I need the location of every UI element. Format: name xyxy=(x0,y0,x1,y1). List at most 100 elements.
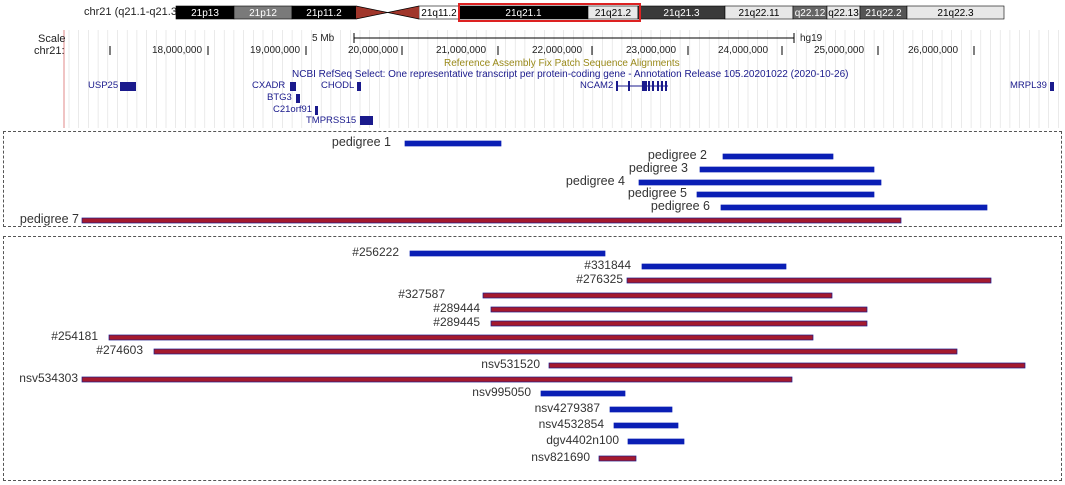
gene-glyph xyxy=(290,82,296,91)
pedigree-bar xyxy=(722,153,834,160)
cnv-bar xyxy=(613,422,679,429)
gene-exon xyxy=(642,81,647,91)
pedigree-bar xyxy=(696,191,875,198)
cnv-bar xyxy=(609,406,673,413)
cnv-bar xyxy=(627,438,685,445)
ideogram-band-label: 21p12 xyxy=(249,8,277,19)
gene-btg3[interactable]: BTG3 xyxy=(267,92,292,103)
pedigree-label: pedigree 4 xyxy=(565,174,625,188)
pedigree-label: pedigree 1 xyxy=(331,135,391,149)
ideogram-band-label: 21q21.3 xyxy=(663,8,700,19)
pedigree-label: pedigree 2 xyxy=(647,148,707,162)
cnv-label: nsv821690 xyxy=(531,450,590,464)
gene-cxadr[interactable]: CXADR xyxy=(252,80,286,91)
cnv-label: #256222 xyxy=(352,245,399,259)
cnv-label: nsv995050 xyxy=(472,385,531,399)
cnv-label: nsv4279387 xyxy=(534,401,600,415)
gene-glyph xyxy=(357,82,361,91)
position-tick-label: 25,000,000 xyxy=(814,45,865,56)
position-tick-label: 19,000,000 xyxy=(250,45,301,56)
gene-glyph xyxy=(1050,82,1054,91)
cnv-bar xyxy=(598,455,637,462)
cnv-label: nsv4532854 xyxy=(538,417,604,431)
cnv-bar xyxy=(641,263,787,270)
ideogram-band-label: 21q21.2 xyxy=(595,8,632,19)
chr-position-label: chr21: xyxy=(34,45,65,57)
pedigree-bar xyxy=(638,179,882,186)
scale-label: Scale xyxy=(38,33,66,45)
cnv-label: #276325 xyxy=(576,272,623,286)
chromosome-ideogram[interactable]: 21p13 21p12 21p11.2 21q11.2 21q21.1 21q21.2 21… xyxy=(0,0,1065,28)
cnv-bar xyxy=(108,334,814,341)
cnv-label: #327587 xyxy=(398,287,445,301)
gene-chodl[interactable]: CHODL xyxy=(321,80,355,91)
pedigree-bar xyxy=(404,140,502,147)
pedigree-label: pedigree 5 xyxy=(627,186,687,200)
current-region-highlight xyxy=(458,3,641,22)
pedigree-panel xyxy=(3,131,1062,227)
cnv-bar xyxy=(490,306,868,313)
gene-usp25[interactable]: USP25 xyxy=(88,80,119,91)
gene-exon xyxy=(665,81,667,91)
gene-glyph xyxy=(315,106,318,115)
position-tick-label: 22,000,000 xyxy=(532,45,583,56)
gene-exon xyxy=(652,81,654,91)
gene-tmprss15[interactable]: TMPRSS15 xyxy=(306,115,357,126)
ideogram-band xyxy=(906,5,1005,20)
pedigree-label: pedigree 3 xyxy=(628,161,688,175)
chrom-label: chr21 (q21.1-q21.3) xyxy=(84,6,181,18)
gene-glyph xyxy=(120,82,136,91)
ideogram-band-label: 21q22.3 xyxy=(937,8,974,19)
fix-patch-track-title: Reference Assembly Fix Patch Sequence Al… xyxy=(444,58,680,69)
position-tick-label: 18,000,000 xyxy=(152,45,203,56)
gene-exon xyxy=(657,81,659,91)
cnv-label: #274603 xyxy=(96,343,143,357)
cnv-panel xyxy=(3,236,1062,481)
cnv-label: #289444 xyxy=(433,301,480,315)
cnv-label: #289445 xyxy=(433,315,480,329)
gene-mrpl39[interactable]: MRPL39 xyxy=(1010,80,1047,91)
cnv-label: dgv4402n100 xyxy=(546,433,619,447)
ideogram-band-label: q22.13 xyxy=(828,8,859,19)
cnv-bar xyxy=(490,320,868,327)
ideogram-band-label: 21q11.2 xyxy=(421,8,457,19)
gene-exon xyxy=(616,81,618,91)
position-tick-label: 21,000,000 xyxy=(436,45,487,56)
pedigree-label: pedigree 7 xyxy=(19,212,79,226)
cnv-label: #331844 xyxy=(584,258,631,272)
ideogram-band-label: 21q21.1 xyxy=(505,8,542,19)
cnv-bar xyxy=(540,390,626,397)
centromere-right xyxy=(387,6,419,19)
pedigree-bar xyxy=(81,217,902,224)
ideogram-band-label: 21q22.11 xyxy=(739,8,780,19)
scalebar-text: 5 Mb xyxy=(312,33,335,44)
position-tick-label: 20,000,000 xyxy=(348,45,399,56)
cnv-label: nsv534303 xyxy=(19,371,78,385)
centromere-edge xyxy=(355,5,420,20)
gene-ncam2[interactable]: NCAM2 xyxy=(580,80,614,91)
position-tick-label: 23,000,000 xyxy=(626,45,677,56)
assembly-label: hg19 xyxy=(800,33,823,44)
position-tick-label: 26,000,000 xyxy=(908,45,959,56)
ideogram-band-label: 21q22.2 xyxy=(865,8,902,19)
centromere-left xyxy=(356,6,387,19)
refseq-track-title: NCBI RefSeq Select: One representative t… xyxy=(292,69,849,80)
pedigree-bar xyxy=(720,204,988,211)
genome-browser-panel xyxy=(63,30,1059,128)
ideogram-band-label: 21p13 xyxy=(191,8,219,19)
cnv-bar xyxy=(153,348,958,355)
gene-c21orf91[interactable]: C21orf91 xyxy=(273,104,313,115)
cnv-label: nsv531520 xyxy=(481,357,540,371)
pedigree-label: pedigree 6 xyxy=(650,199,710,213)
cnv-bar xyxy=(548,362,1026,369)
cnv-bar xyxy=(482,292,833,299)
cnv-bar xyxy=(81,376,793,383)
pedigree-bar xyxy=(699,166,875,173)
gene-glyph xyxy=(296,94,300,103)
cnv-bar xyxy=(409,250,606,257)
cnv-bar xyxy=(626,277,992,284)
cnv-label: #254181 xyxy=(51,329,98,343)
ideogram-band-label: q22.12 xyxy=(795,8,826,19)
gene-glyph xyxy=(360,116,373,125)
